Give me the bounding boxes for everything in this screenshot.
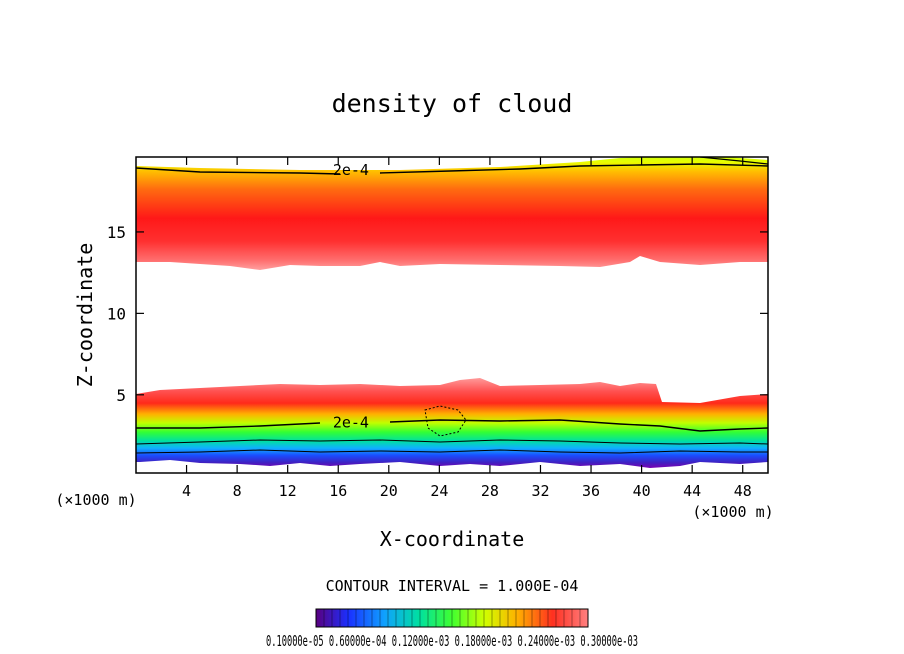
plot-field: 2e-4 2e-4 bbox=[136, 157, 768, 468]
colorbar-divisions bbox=[323, 609, 581, 627]
contour-lower-3 bbox=[136, 449, 768, 454]
x-tick-label-10: 44 bbox=[683, 482, 701, 500]
chart-title: density of cloud bbox=[332, 89, 573, 118]
x-tick-label-3: 16 bbox=[329, 482, 347, 500]
x-tick-label-6: 28 bbox=[481, 482, 499, 500]
x-tick-label-0: 4 bbox=[182, 482, 191, 500]
contour-interval-label: CONTOUR INTERVAL = 1.000E-04 bbox=[326, 577, 579, 595]
x-tick-label-11: 48 bbox=[734, 482, 752, 500]
y-tick-label-2: 15 bbox=[107, 223, 126, 242]
x-tick-label-4: 20 bbox=[380, 482, 398, 500]
contour-label-0: 2e-4 bbox=[333, 161, 369, 179]
upper-cloud-band bbox=[136, 157, 768, 270]
colorbar-tick-labels: 0.10000e-05 0.60000e-04 0.12000e-03 0.18… bbox=[266, 632, 638, 650]
x-tick-label-8: 36 bbox=[582, 482, 600, 500]
plot-frame bbox=[135, 156, 769, 474]
contour-lower-2 bbox=[136, 439, 768, 445]
contour-upper bbox=[136, 163, 768, 175]
y-tick-label-0: 5 bbox=[116, 386, 126, 405]
x-tick-label-1: 8 bbox=[233, 482, 242, 500]
x-tick-label-7: 32 bbox=[531, 482, 549, 500]
contour-lower bbox=[136, 419, 768, 432]
y-tick-label-1: 10 bbox=[107, 304, 126, 323]
contour-upper-top bbox=[699, 157, 768, 165]
contour-label-1: 2e-4 bbox=[333, 414, 369, 432]
z-unit-label: (×1000 m) bbox=[55, 491, 136, 509]
x-tick-label-9: 40 bbox=[633, 482, 651, 500]
x-unit-label: (×1000 m) bbox=[692, 503, 773, 521]
x-tick-label-2: 12 bbox=[279, 482, 297, 500]
contour-dotted-cell bbox=[424, 405, 467, 437]
y-axis-label: Z-coordinate bbox=[73, 243, 97, 388]
lower-cloud-band bbox=[136, 378, 768, 468]
x-tick-label-5: 24 bbox=[430, 482, 448, 500]
colorbar bbox=[315, 608, 589, 628]
x-axis-label: X-coordinate bbox=[380, 527, 525, 551]
